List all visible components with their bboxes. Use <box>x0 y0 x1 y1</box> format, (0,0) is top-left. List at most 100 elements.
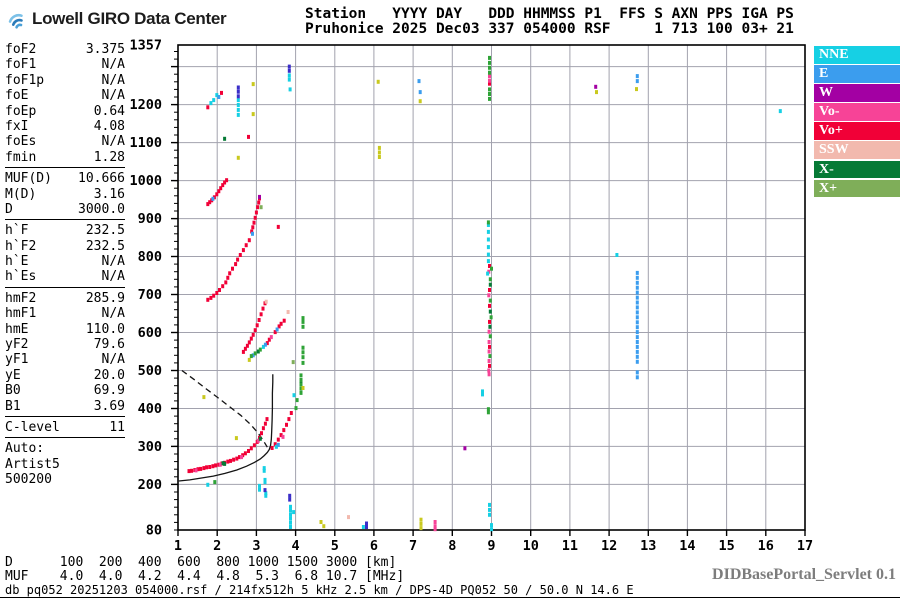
param-row-B1: B1 3.69 <box>5 399 125 414</box>
auto-line: Artist5 <box>5 456 60 472</box>
param-row-Clevel: C-level 11 <box>5 420 125 435</box>
svg-text:17: 17 <box>797 538 813 554</box>
param-label: fxI <box>5 118 29 134</box>
param-row-MD: M(D) 3.16 <box>5 187 125 202</box>
param-row-hE: h`E N/A <box>5 254 125 269</box>
auto-line: Auto: <box>5 441 45 457</box>
param-value: N/A <box>101 72 125 88</box>
svg-text:8: 8 <box>448 538 456 554</box>
param-label: hmF1 <box>5 306 37 322</box>
svg-text:1100: 1100 <box>129 135 162 151</box>
param-row-foF1: foF1 N/A <box>5 57 125 72</box>
bottom-divider <box>0 597 900 598</box>
param-row-hmF1: hmF1 N/A <box>5 306 125 321</box>
param-row-fmin: fmin 1.28 <box>5 150 125 165</box>
param-separator <box>5 286 125 288</box>
distance-row: D 100 200 400 600 800 1000 1500 3000 [km… <box>5 555 397 570</box>
param-value: 4.08 <box>93 118 125 134</box>
param-row-foEs: foEs N/A <box>5 134 125 149</box>
param-separator <box>5 437 125 439</box>
param-row-foF1p: foF1p N/A <box>5 73 125 88</box>
svg-text:12: 12 <box>601 538 617 554</box>
param-label: yE <box>5 367 21 383</box>
param-value: 3.375 <box>85 42 125 57</box>
param-label: h`F2 <box>5 238 37 254</box>
param-label: M(D) <box>5 186 37 202</box>
param-value: 3.69 <box>93 398 125 414</box>
param-separator <box>5 219 125 221</box>
scaled-parameters-panel: foF2 3.375 foF1 N/A foF1p N/A foE N/A foEp 0.64 fx… <box>5 42 125 488</box>
param-value: 3.16 <box>93 186 125 202</box>
param-label: fmin <box>5 149 37 165</box>
svg-text:300: 300 <box>138 439 162 455</box>
param-label: yF1 <box>5 352 29 368</box>
param-value: 69.9 <box>93 383 125 399</box>
giro-wave-icon <box>6 5 30 33</box>
param-row-yE: yE 20.0 <box>5 368 125 383</box>
legend-item-W: W <box>814 84 900 102</box>
legend-item-NNE: NNE <box>814 46 900 64</box>
param-separator <box>5 415 125 417</box>
param-label: B1 <box>5 398 21 414</box>
auto-line: 500200 <box>5 472 52 488</box>
param-label: foE <box>5 88 29 104</box>
param-row-hEs: h`Es N/A <box>5 269 125 284</box>
param-label: MUF(D) <box>5 171 52 187</box>
param-value: 1.28 <box>93 149 125 165</box>
param-value: N/A <box>101 88 125 104</box>
legend-item-Vo: Vo+ <box>814 122 900 140</box>
param-row-hF2: h`F2 232.5 <box>5 239 125 254</box>
svg-text:1357: 1357 <box>129 38 162 54</box>
svg-text:1: 1 <box>174 538 182 554</box>
svg-text:6: 6 <box>370 538 378 554</box>
param-row-fxI: fxI 4.08 <box>5 119 125 134</box>
svg-text:13: 13 <box>640 538 656 554</box>
param-value: 79.6 <box>93 337 125 353</box>
servlet-version-label: DIDBasePortal_Servlet 0.1 <box>712 566 896 583</box>
param-value: 3000.0 <box>78 201 125 217</box>
param-value: N/A <box>101 254 125 270</box>
param-value: 232.5 <box>85 223 125 239</box>
param-row-hmF2: hmF2 285.9 <box>5 291 125 306</box>
station-header: Station YYYY DAY DDD HHMMSS P1 FFS S AXN… <box>305 7 794 37</box>
param-label: hmF2 <box>5 290 37 306</box>
svg-text:800: 800 <box>138 249 162 265</box>
giro-logo: Lowell GIRO Data Center <box>6 5 227 33</box>
svg-text:400: 400 <box>138 401 162 417</box>
station-header-columns: Station YYYY DAY DDD HHMMSS P1 FFS S AXN… <box>305 6 794 22</box>
svg-text:16: 16 <box>758 538 774 554</box>
param-label: hmE <box>5 321 29 337</box>
param-separator <box>5 167 125 169</box>
svg-text:900: 900 <box>138 211 162 227</box>
svg-text:200: 200 <box>138 477 162 493</box>
svg-text:4: 4 <box>292 538 300 554</box>
param-row-yF1: yF1 N/A <box>5 352 125 367</box>
svg-text:5: 5 <box>331 538 339 554</box>
param-row-MUFD: MUF(D) 10.666 <box>5 171 125 186</box>
svg-text:80: 80 <box>146 523 162 539</box>
param-value: N/A <box>101 134 125 150</box>
legend-item-E: E <box>814 65 900 83</box>
legend-item-X: X- <box>814 160 900 179</box>
legend-item-SSW: SSW <box>814 141 900 159</box>
svg-text:1000: 1000 <box>129 173 162 189</box>
status-line: db pq052 20251203 054000.rsf / 214fx512h… <box>5 583 634 597</box>
param-value: N/A <box>101 57 125 73</box>
param-label: foF1 <box>5 57 37 73</box>
svg-text:15: 15 <box>718 538 734 554</box>
param-value: 110.0 <box>85 321 125 337</box>
param-label: D <box>5 201 13 217</box>
param-value: N/A <box>101 269 125 285</box>
param-label: h`Es <box>5 269 37 285</box>
param-value: 20.0 <box>93 367 125 383</box>
param-value: N/A <box>101 306 125 322</box>
svg-text:9: 9 <box>487 538 495 554</box>
param-label: yF2 <box>5 337 29 353</box>
param-value: 232.5 <box>85 238 125 254</box>
svg-text:700: 700 <box>138 287 162 303</box>
svg-text:11: 11 <box>562 538 578 554</box>
legend-item-X: X+ <box>814 179 900 198</box>
param-value: 11 <box>109 419 125 435</box>
param-value: 285.9 <box>85 290 125 306</box>
